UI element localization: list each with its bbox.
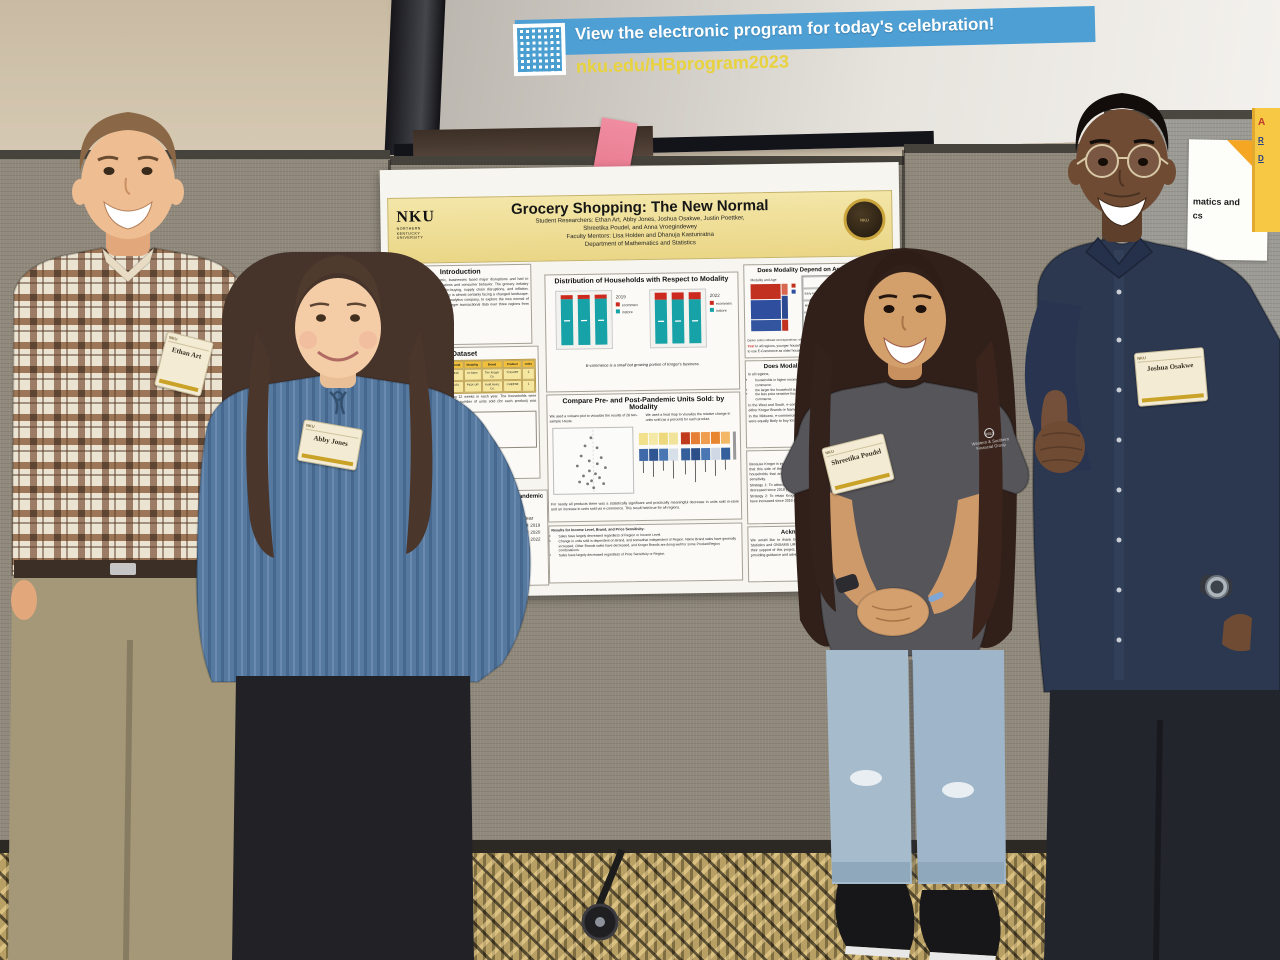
tag-gold-band: [1141, 393, 1204, 403]
flyer-yellow: A R D: [1252, 108, 1280, 232]
svg-text:ecommerce: ecommerce: [622, 303, 639, 307]
heatmap: [638, 431, 737, 482]
svg-text:Modality and Age: Modality and Age: [750, 278, 776, 282]
section-modality-distribution: Distribution of Households with Respect …: [544, 271, 741, 393]
svg-text:instore: instore: [622, 310, 633, 314]
svg-text:2020: 2020: [530, 530, 541, 535]
modality-bar-chart-2022: 2022 ecommerce instore: [649, 288, 733, 349]
person-4-navy-shirt: [1024, 93, 1280, 960]
modality-bar-chart-2019: 2019 ecommerce instore: [555, 289, 639, 350]
svg-text:Year: Year: [523, 516, 534, 522]
svg-text:2019: 2019: [616, 294, 627, 299]
svg-text:2022: 2022: [710, 293, 721, 298]
svg-text:2022: 2022: [530, 537, 541, 542]
svg-text:2019: 2019: [530, 523, 541, 528]
ws-logo-icon: W&S: [983, 427, 995, 439]
svg-text:ecommerce: ecommerce: [716, 302, 733, 306]
section-compare-units: Compare Pre- and Post-Pandemic Units Sol…: [546, 391, 743, 523]
name-tag-joshua: NKU Joshua Osakwe: [1133, 347, 1209, 407]
person-2-blue-blouse: [195, 252, 532, 960]
mosaic-plot: Modality and Age: [750, 278, 796, 332]
svg-text:instore: instore: [716, 309, 727, 313]
person-3-gray-tee: [780, 248, 1030, 960]
section-modality-age: Does Modality Depend on Age? Modality an…: [743, 262, 863, 359]
volcano-plot: [552, 426, 635, 495]
person-1-plaid-shirt: [8, 112, 252, 960]
